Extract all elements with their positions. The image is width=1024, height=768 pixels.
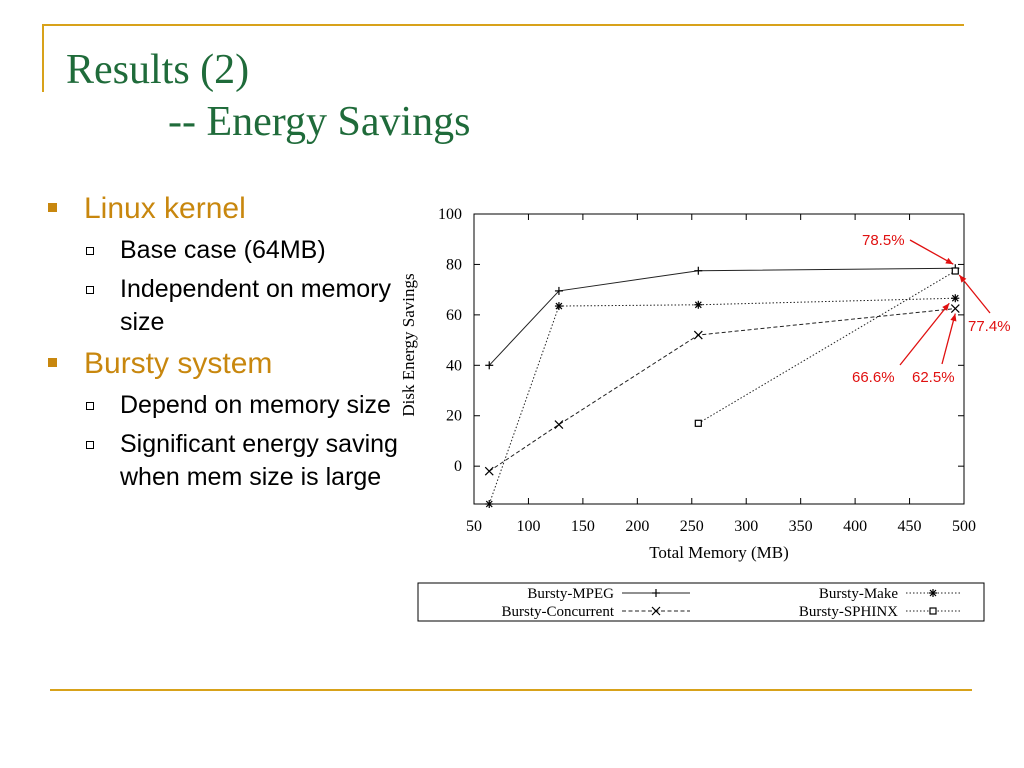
bullet-list: Linux kernel Base case (64MB) Independen… <box>44 190 404 500</box>
legend-entry-label: Bursty-Concurrent <box>502 604 615 620</box>
square-bullet-icon <box>48 203 57 212</box>
legend-marker <box>652 589 660 597</box>
frame-left-rule <box>42 24 44 92</box>
bullet-text: Linux kernel <box>84 192 246 225</box>
annotation-arrow <box>958 274 991 314</box>
annotation-label: 78.5% <box>862 232 905 249</box>
annotation-arrow-head <box>942 303 950 311</box>
annotation-label: 66.6% <box>852 369 895 386</box>
data-point-bursty-make <box>951 294 960 303</box>
bullet-item: Linux kernel <box>44 190 404 228</box>
slide-title: Results (2) -- Energy Savings <box>66 44 471 148</box>
legend-box <box>417 582 985 622</box>
y-tick-label: 0 <box>454 458 462 475</box>
annotation-arrow-head <box>959 274 967 283</box>
hollow-square-bullet-icon <box>86 402 94 410</box>
y-tick-label: 100 <box>438 206 462 223</box>
annotation-arrow <box>941 313 956 365</box>
legend-marker <box>929 607 937 615</box>
x-tick-label: 300 <box>734 518 758 535</box>
hollow-square-bullet-icon <box>86 247 94 255</box>
x-tick-label: 450 <box>898 518 922 535</box>
data-point-bursty-mpeg <box>694 266 703 275</box>
series-line-bursty-concurrent <box>488 308 956 472</box>
series-line-bursty-sphinx <box>698 270 956 424</box>
legend-entry-label: Bursty-Make <box>819 586 898 602</box>
annotation-label: 62.5% <box>912 369 955 386</box>
x-axis-label: Total Memory (MB) <box>649 543 789 562</box>
plot-frame <box>473 213 965 505</box>
x-tick-label: 500 <box>952 518 976 535</box>
sub-bullet-text: Depend on memory size <box>120 391 391 419</box>
sub-bullet-text: Base case (64MB) <box>120 236 326 264</box>
sub-bullet-item: Independent on memory size <box>44 273 404 339</box>
y-tick-label: 60 <box>446 307 462 324</box>
legend-entry-label: Bursty-MPEG <box>527 586 614 602</box>
frame-top-rule <box>42 24 964 26</box>
data-point-bursty-mpeg <box>554 286 563 295</box>
sub-bullet-text: Significant energy saving when mem size … <box>120 430 398 491</box>
x-tick-label: 150 <box>571 518 595 535</box>
slide-title-line-2: -- Energy Savings <box>168 99 471 145</box>
data-point-bursty-sphinx <box>694 419 702 427</box>
bullet-text: Bursty system <box>84 347 273 380</box>
sub-bullet-item: Base case (64MB) <box>44 234 404 267</box>
x-tick-label: 50 <box>466 518 482 535</box>
data-point-bursty-concurrent <box>950 304 960 313</box>
annotation-label: 77.4% <box>968 318 1011 335</box>
sub-bullet-item: Significant energy saving when mem size … <box>44 428 404 494</box>
data-point-bursty-make <box>485 500 494 508</box>
y-axis-label: Disk Energy Savings <box>399 273 418 416</box>
sub-bullet-text: Independent on memory size <box>120 275 392 336</box>
square-bullet-icon <box>48 358 57 367</box>
legend-marker <box>929 589 937 597</box>
data-point-bursty-concurrent <box>484 466 494 476</box>
y-tick-label: 80 <box>446 256 462 273</box>
annotation-arrow <box>899 302 950 366</box>
annotation-arrow-head <box>950 313 957 322</box>
y-tick-label: 20 <box>446 408 462 425</box>
slide-title-line-1: Results (2) <box>66 47 250 93</box>
x-tick-label: 400 <box>843 518 867 535</box>
y-tick-label: 40 <box>446 357 462 374</box>
legend-marker <box>651 606 661 616</box>
sub-bullet-item: Depend on memory size <box>44 389 404 422</box>
data-point-bursty-concurrent <box>693 330 703 340</box>
x-tick-label: 100 <box>516 518 540 535</box>
data-point-bursty-concurrent <box>554 420 564 429</box>
data-point-bursty-sphinx <box>951 267 959 275</box>
x-tick-label: 250 <box>680 518 704 535</box>
energy-savings-chart: 50 100 150 200 250 300 350 400 450 500 0 20 40 60 80 10… <box>399 206 1011 622</box>
annotation-arrow <box>909 239 954 265</box>
series-line-bursty-mpeg <box>488 267 956 366</box>
data-point-bursty-make <box>554 302 563 311</box>
frame-bottom-rule <box>50 689 972 691</box>
annotation-arrow-head <box>945 257 954 265</box>
legend-entry-label: Bursty-SPHINX <box>799 604 898 620</box>
hollow-square-bullet-icon <box>86 441 94 449</box>
data-point-bursty-mpeg <box>485 361 494 370</box>
bullet-item: Bursty system <box>44 345 404 383</box>
series-line-bursty-make <box>488 297 956 505</box>
x-tick-label: 200 <box>625 518 649 535</box>
hollow-square-bullet-icon <box>86 286 94 294</box>
x-tick-label: 350 <box>789 518 813 535</box>
data-point-bursty-make <box>694 300 703 309</box>
